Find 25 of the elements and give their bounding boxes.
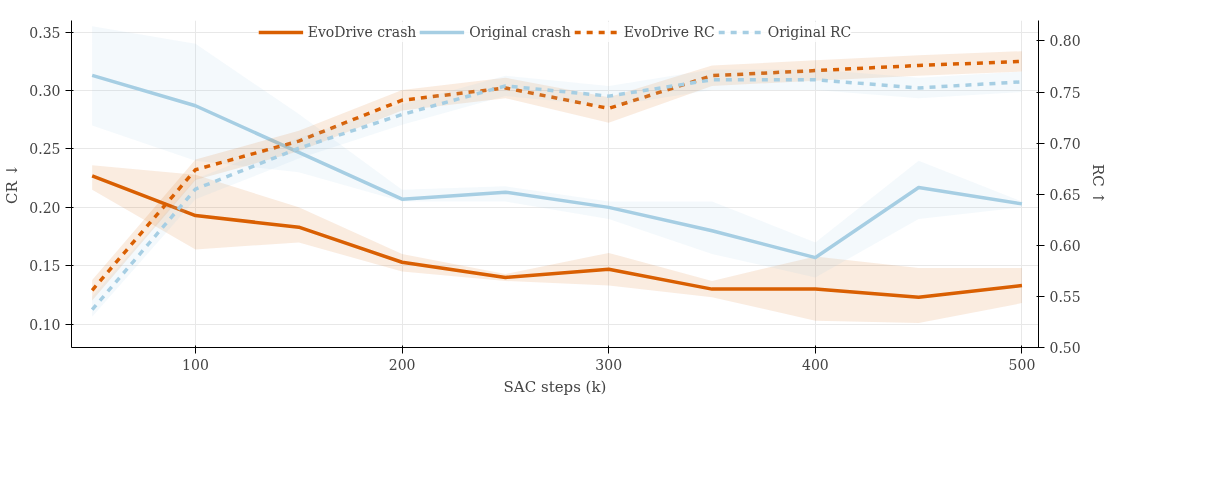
x-tick-label: 100 bbox=[182, 356, 209, 373]
legend-label: Original RC bbox=[767, 24, 852, 40]
y-tick-label: 0.20 bbox=[29, 199, 61, 216]
x-tick-label: 200 bbox=[388, 356, 416, 373]
x-tick-label: 400 bbox=[801, 356, 829, 373]
y2-axis-title: RC ↑ bbox=[1088, 163, 1107, 205]
y-tick-label: 0.25 bbox=[29, 141, 61, 158]
x-tick-label: 500 bbox=[1008, 356, 1036, 373]
y-tick-label: 0.10 bbox=[29, 316, 61, 333]
y2-tick-label: 0.60 bbox=[1049, 237, 1081, 254]
y2-tick-label: 0.50 bbox=[1049, 340, 1081, 356]
y-tick-label: 0.35 bbox=[29, 24, 61, 41]
y2-tick-label: 0.55 bbox=[1049, 288, 1081, 305]
y2-tick-label: 0.65 bbox=[1049, 186, 1081, 203]
legend-label: EvoDrive crash bbox=[307, 24, 417, 40]
legend-label: Original crash bbox=[469, 24, 571, 40]
y-axis-title: CR ↓ bbox=[3, 163, 22, 205]
x-axis-title: SAC steps (k) bbox=[503, 377, 607, 396]
y2-tick-label: 0.70 bbox=[1049, 135, 1081, 152]
y-tick-label: 0.30 bbox=[29, 83, 61, 100]
y2-tick-label: 0.80 bbox=[1049, 33, 1081, 50]
x-tick-label: 300 bbox=[595, 356, 623, 373]
legend-label: EvoDrive RC bbox=[623, 24, 715, 40]
y-tick-label: 0.15 bbox=[29, 258, 61, 275]
y2-tick-label: 0.75 bbox=[1049, 84, 1081, 101]
